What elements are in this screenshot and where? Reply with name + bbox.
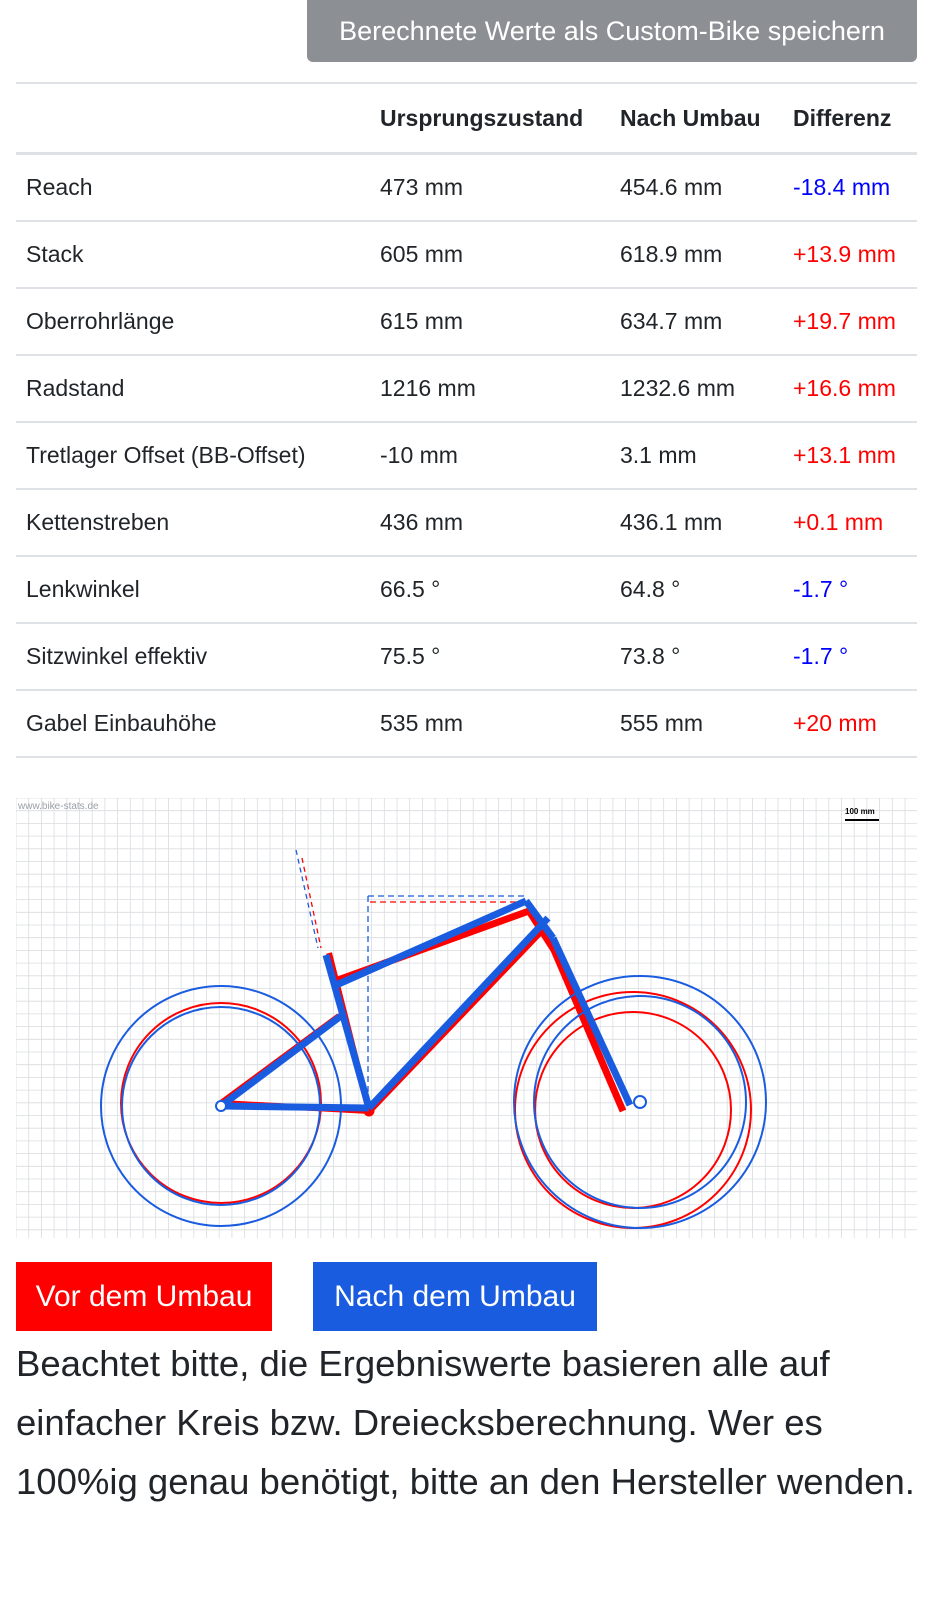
table-row: Oberrohrlänge 615 mm 634.7 mm +19.7 mm: [16, 288, 917, 356]
table-header-row: Ursprungszustand Nach Umbau Differenz: [16, 82, 917, 155]
seatstay-after: [218, 1013, 344, 1109]
row-after-value: 3.1 mm: [620, 422, 793, 490]
header-label: [16, 82, 380, 155]
row-original-value: 436 mm: [380, 489, 620, 557]
row-label: Sitzwinkel effektiv: [16, 623, 380, 691]
row-after-value: 436.1 mm: [620, 489, 793, 557]
fork-before: [550, 948, 627, 1113]
rear-wheel-before: [120, 1002, 322, 1204]
seatpost-ext-before: [301, 857, 322, 949]
table-row: Tretlager Offset (BB-Offset) -10 mm 3.1 mm…: [16, 422, 917, 490]
row-original-value: 66.5 °: [380, 556, 620, 624]
row-original-value: 615 mm: [380, 288, 620, 356]
header-diff: Differenz: [793, 82, 917, 155]
bike-geometry-drawing: www.bike-stats.de 100 mm: [16, 798, 917, 1238]
row-original-value: 605 mm: [380, 221, 620, 289]
row-original-value: 75.5 °: [380, 623, 620, 691]
row-label: Oberrohrlänge: [16, 288, 380, 356]
legend-after: Nach dem Umbau: [313, 1262, 597, 1331]
front-axle-after: [633, 1095, 647, 1109]
table-row: Radstand 1216 mm 1232.6 mm +16.6 mm: [16, 355, 917, 423]
row-diff-value: -1.7 °: [793, 556, 917, 624]
row-diff-value: -18.4 mm: [793, 153, 917, 222]
header-after: Nach Umbau: [620, 82, 793, 155]
front-tire-after: [513, 975, 767, 1229]
row-after-value: 1232.6 mm: [620, 355, 793, 423]
row-diff-value: +19.7 mm: [793, 288, 917, 356]
row-diff-value: +0.1 mm: [793, 489, 917, 557]
table-row: Stack 605 mm 618.9 mm +13.9 mm: [16, 221, 917, 289]
row-original-value: 473 mm: [380, 153, 620, 222]
disclaimer-text: Beachtet bitte, die Ergebniswerte basier…: [16, 1343, 915, 1502]
fork-after: [549, 936, 634, 1107]
row-diff-value: +13.9 mm: [793, 221, 917, 289]
table-row: Kettenstreben 436 mm 436.1 mm +0.1 mm: [16, 489, 917, 557]
table-row: Reach 473 mm 454.6 mm -18.4 mm: [16, 153, 917, 222]
rear-axle-after: [215, 1100, 227, 1112]
table-row: Lenkwinkel 66.5 ° 64.8 ° -1.7 °: [16, 556, 917, 624]
headtube-before: [526, 909, 557, 952]
headtube-after: [523, 898, 556, 941]
row-label: Lenkwinkel: [16, 556, 380, 624]
front-rim-after: [533, 995, 747, 1209]
row-after-value: 454.6 mm: [620, 153, 793, 222]
geometry-table: Ursprungszustand Nach Umbau Differenz Re…: [16, 82, 917, 758]
row-after-value: 64.8 °: [620, 556, 793, 624]
row-label: Gabel Einbauhöhe: [16, 690, 380, 758]
row-label: Tretlager Offset (BB-Offset): [16, 422, 380, 490]
row-diff-value: +13.1 mm: [793, 422, 917, 490]
watermark: www.bike-stats.de: [17, 801, 99, 812]
row-after-value: 634.7 mm: [620, 288, 793, 356]
legend-before: Vor dem Umbau: [16, 1262, 272, 1331]
row-label: Radstand: [16, 355, 380, 423]
row-original-value: 535 mm: [380, 690, 620, 758]
table-row: Sitzwinkel effektiv 75.5 ° 73.8 ° -1.7 °: [16, 623, 917, 691]
row-original-value: 1216 mm: [380, 355, 620, 423]
toptube-after: [332, 897, 528, 990]
row-diff-value: +20 mm: [793, 690, 917, 758]
downtube-after: [366, 915, 551, 1111]
row-label: Reach: [16, 153, 380, 222]
row-original-value: -10 mm: [380, 422, 620, 490]
row-diff-value: -1.7 °: [793, 623, 917, 691]
row-label: Kettenstreben: [16, 489, 380, 557]
row-after-value: 555 mm: [620, 690, 793, 758]
header-original: Ursprungszustand: [380, 82, 620, 155]
bike-before: [120, 857, 752, 1229]
row-label: Stack: [16, 221, 380, 289]
scale-label: 100 mm: [845, 807, 875, 816]
table-row: Gabel Einbauhöhe 535 mm 555 mm +20 mm: [16, 690, 917, 758]
row-diff-value: +16.6 mm: [793, 355, 917, 423]
seattube-after: [322, 954, 373, 1109]
save-custom-bike-button[interactable]: Berechnete Werte als Custom-Bike speiche…: [307, 0, 917, 62]
bike-after: [100, 849, 767, 1229]
row-after-value: 618.9 mm: [620, 221, 793, 289]
row-after-value: 73.8 °: [620, 623, 793, 691]
seatpost-ext-after: [295, 849, 319, 949]
bike-geometry-svg: www.bike-stats.de 100 mm: [16, 798, 917, 1238]
chainstay-after: [220, 1102, 370, 1112]
